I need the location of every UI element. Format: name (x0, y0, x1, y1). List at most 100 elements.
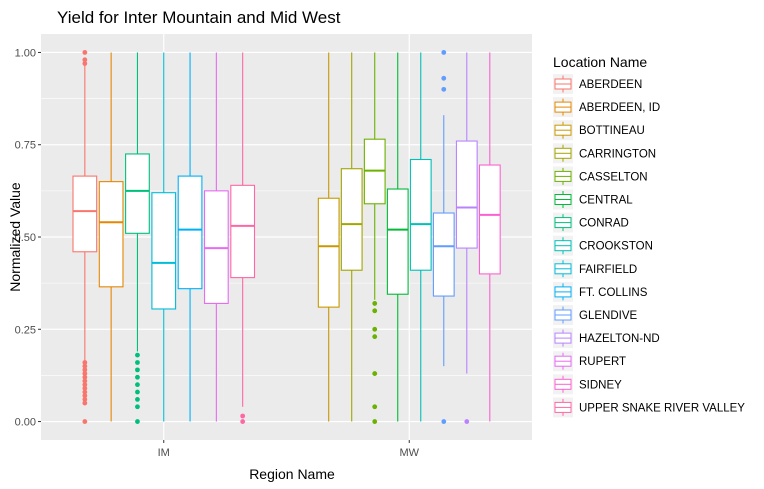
x-tick-label: IM (158, 447, 170, 459)
y-axis-title: Normalized Value (7, 182, 23, 292)
legend-label: RUPERT (579, 356, 626, 368)
legend-item: SIDNEY (553, 374, 622, 395)
legend-item: UPPER SNAKE RIVER VALLEY (553, 397, 745, 418)
box-body (386, 188, 409, 295)
outlier-point (82, 385, 88, 391)
y-tick-label: 0.75 (15, 140, 36, 152)
box-body (98, 181, 124, 288)
legend-item: FT. COLLINS (553, 281, 648, 302)
outlier-point (135, 397, 140, 402)
outlier-point (441, 50, 447, 55)
outlier-point (82, 382, 88, 388)
box-body (125, 153, 150, 234)
legend-label: CENTRAL (579, 195, 633, 207)
legend-label: CASSELTON (579, 171, 648, 183)
outlier-point (135, 352, 140, 358)
outlier-point (82, 363, 88, 369)
outlier-point (372, 326, 378, 332)
legend-item: CENTRAL (553, 189, 633, 210)
box-mw-bottineau (317, 52, 340, 422)
axes: 0.00 0.25 0.50 0.75 1.00 IM MW (15, 47, 420, 459)
box-mw-glendive (432, 50, 455, 424)
outlier-point (441, 419, 447, 424)
legend: Location Name ABERDEEN ABERDEEN, ID BOTTIN… (553, 54, 745, 418)
legend-item: CARRINGTON (553, 143, 656, 164)
box-im-aberdeen-id (98, 52, 124, 422)
outlier-point (82, 378, 88, 384)
legend-item: CASSELTON (553, 166, 648, 187)
y-tick-label: 0.00 (15, 417, 36, 429)
legend-item: CONRAD (553, 212, 629, 233)
y-tick-label: 0.50 (15, 232, 36, 244)
outlier-point (240, 413, 246, 419)
legend-label: UPPER SNAKE RIVER VALLEY (579, 402, 745, 414)
legend-label: HAZELTON-ND (579, 333, 660, 345)
box-body (340, 168, 363, 271)
box-mw-crookston (409, 52, 432, 422)
outlier-point (135, 367, 140, 373)
box-body (478, 164, 501, 275)
legend-label: CONRAD (579, 218, 629, 230)
legend-item: FAIRFIELD (553, 258, 637, 279)
outlier-point (82, 360, 88, 365)
outlier-point (82, 371, 88, 376)
box-mw-carrington (340, 52, 363, 422)
legend-item: BOTTINEAU (553, 120, 645, 141)
box-im-ft-collins (177, 52, 203, 422)
outlier-point (464, 419, 470, 424)
legend-item: GLENDIVE (553, 305, 637, 325)
outlier-point (82, 400, 88, 406)
outlier-point (82, 419, 88, 424)
outlier-point (135, 360, 140, 365)
outlier-point (82, 393, 88, 399)
box-mw-casselton (363, 52, 386, 424)
box-body (455, 140, 478, 249)
outlier-point (82, 57, 88, 63)
box-im-aberdeen (72, 50, 98, 424)
box-im-rupert (203, 52, 229, 422)
outlier-point (372, 301, 378, 306)
legend-label: CARRINGTON (579, 148, 656, 160)
legend-item: HAZELTON-ND (553, 328, 660, 349)
legend-item: RUPERT (553, 351, 626, 372)
box-body (230, 184, 256, 279)
x-axis-title: Region Name (249, 466, 335, 482)
outlier-point (82, 61, 88, 66)
outlier-point (82, 397, 88, 402)
legend-label: FT. COLLINS (579, 287, 648, 299)
box-body (409, 158, 432, 271)
outlier-point (372, 308, 378, 314)
box-body (432, 212, 455, 297)
legend-label: BOTTINEAU (579, 125, 645, 137)
outlier-point (135, 389, 140, 395)
boxes-layer (72, 50, 501, 424)
outlier-point (82, 50, 88, 55)
legend-label: ABERDEEN (579, 79, 642, 91)
box-im-conrad (125, 52, 150, 424)
outlier-point (82, 374, 88, 380)
box-im-upper-snake-river-valley (230, 52, 256, 424)
box-body (72, 175, 98, 253)
outlier-point (372, 404, 378, 410)
outlier-point (135, 404, 140, 410)
box-body (151, 192, 177, 310)
box-body (317, 197, 340, 308)
y-tick-label: 0.25 (15, 324, 36, 336)
legend-item: ABERDEEN (553, 74, 642, 94)
legend-label: SIDNEY (579, 379, 622, 391)
box-body (177, 175, 203, 290)
legend-label: CROOKSTON (579, 241, 653, 253)
outlier-point (372, 419, 378, 424)
outlier-point (372, 371, 378, 376)
legend-item: CROOKSTON (553, 235, 653, 256)
legend-label: ABERDEEN, ID (579, 102, 660, 114)
outlier-point (441, 86, 447, 92)
outlier-point (135, 382, 140, 388)
legend-title: Location Name (553, 54, 647, 70)
box-im-fairfield (151, 52, 177, 422)
y-tick-label: 1.00 (15, 47, 36, 59)
outlier-point (82, 389, 88, 395)
legend-label: FAIRFIELD (579, 264, 637, 276)
outlier-point (135, 419, 140, 424)
box-mw-central (386, 52, 409, 422)
